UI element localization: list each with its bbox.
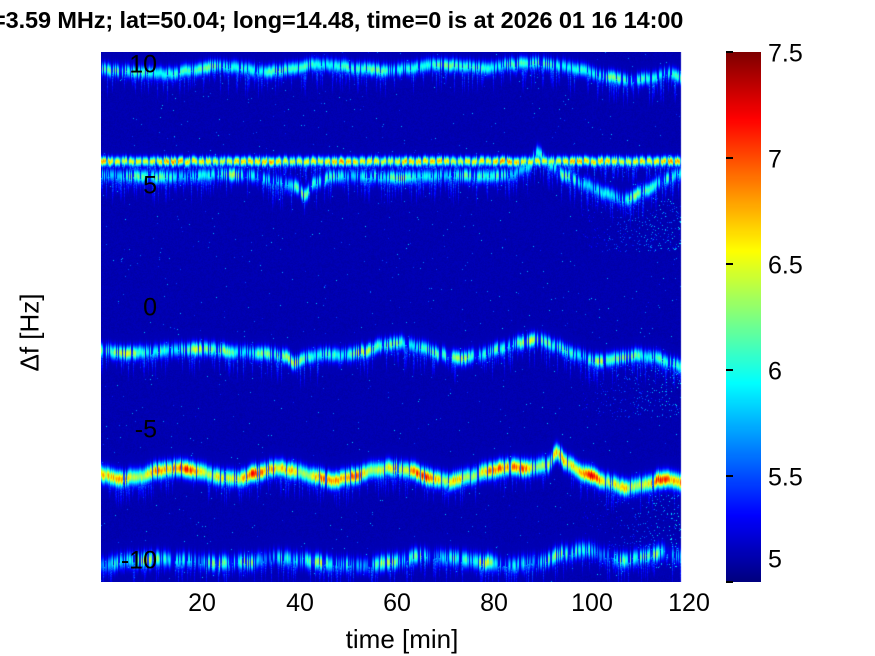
colorbar-tick-label-5: 5 <box>768 545 782 574</box>
y-axis-label: Δf [Hz] <box>14 293 45 372</box>
xtick-label-3: 80 <box>480 589 508 617</box>
colorbar-tick-label-1: 7 <box>768 145 782 174</box>
colorbar-tick-label-3: 6 <box>768 357 782 386</box>
ytick-label-4: -10 <box>120 546 157 575</box>
figure-title: =3.59 MHz; lat=50.04; long=14.48, time=0… <box>0 7 684 33</box>
colorbar-tick-label-0: 7.5 <box>768 39 803 68</box>
colorbar-tick-mark-0 <box>726 51 733 53</box>
ytick-label-1: 5 <box>143 171 157 200</box>
xtick-label-2: 60 <box>383 589 411 617</box>
colorbar-tick-label-2: 6.5 <box>768 251 803 280</box>
colorbar-gradient <box>726 52 761 582</box>
ytick-label-3: -5 <box>134 415 157 444</box>
xtick-label-1: 40 <box>286 589 314 617</box>
spectrogram-plot-area[interactable] <box>101 52 703 582</box>
xtick-label-0: 20 <box>188 589 216 617</box>
colorbar-tick-mark-1 <box>726 157 733 159</box>
colorbar-tick-label-4: 5.5 <box>768 463 803 492</box>
colorbar-tick-mark-4 <box>726 475 733 477</box>
colorbar-tick-mark-2 <box>726 263 733 265</box>
x-axis-label: time [min] <box>345 624 459 654</box>
xtick-label-4: 100 <box>571 589 613 617</box>
colorbar-tick-mark-3 <box>726 369 733 371</box>
colorbar[interactable] <box>726 52 761 582</box>
xtick-label-5: 120 <box>668 589 710 617</box>
ytick-label-0: 10 <box>129 50 157 79</box>
ytick-label-2: 0 <box>143 293 157 322</box>
spectrogram-image <box>101 52 703 582</box>
colorbar-tick-mark-5 <box>726 581 733 583</box>
